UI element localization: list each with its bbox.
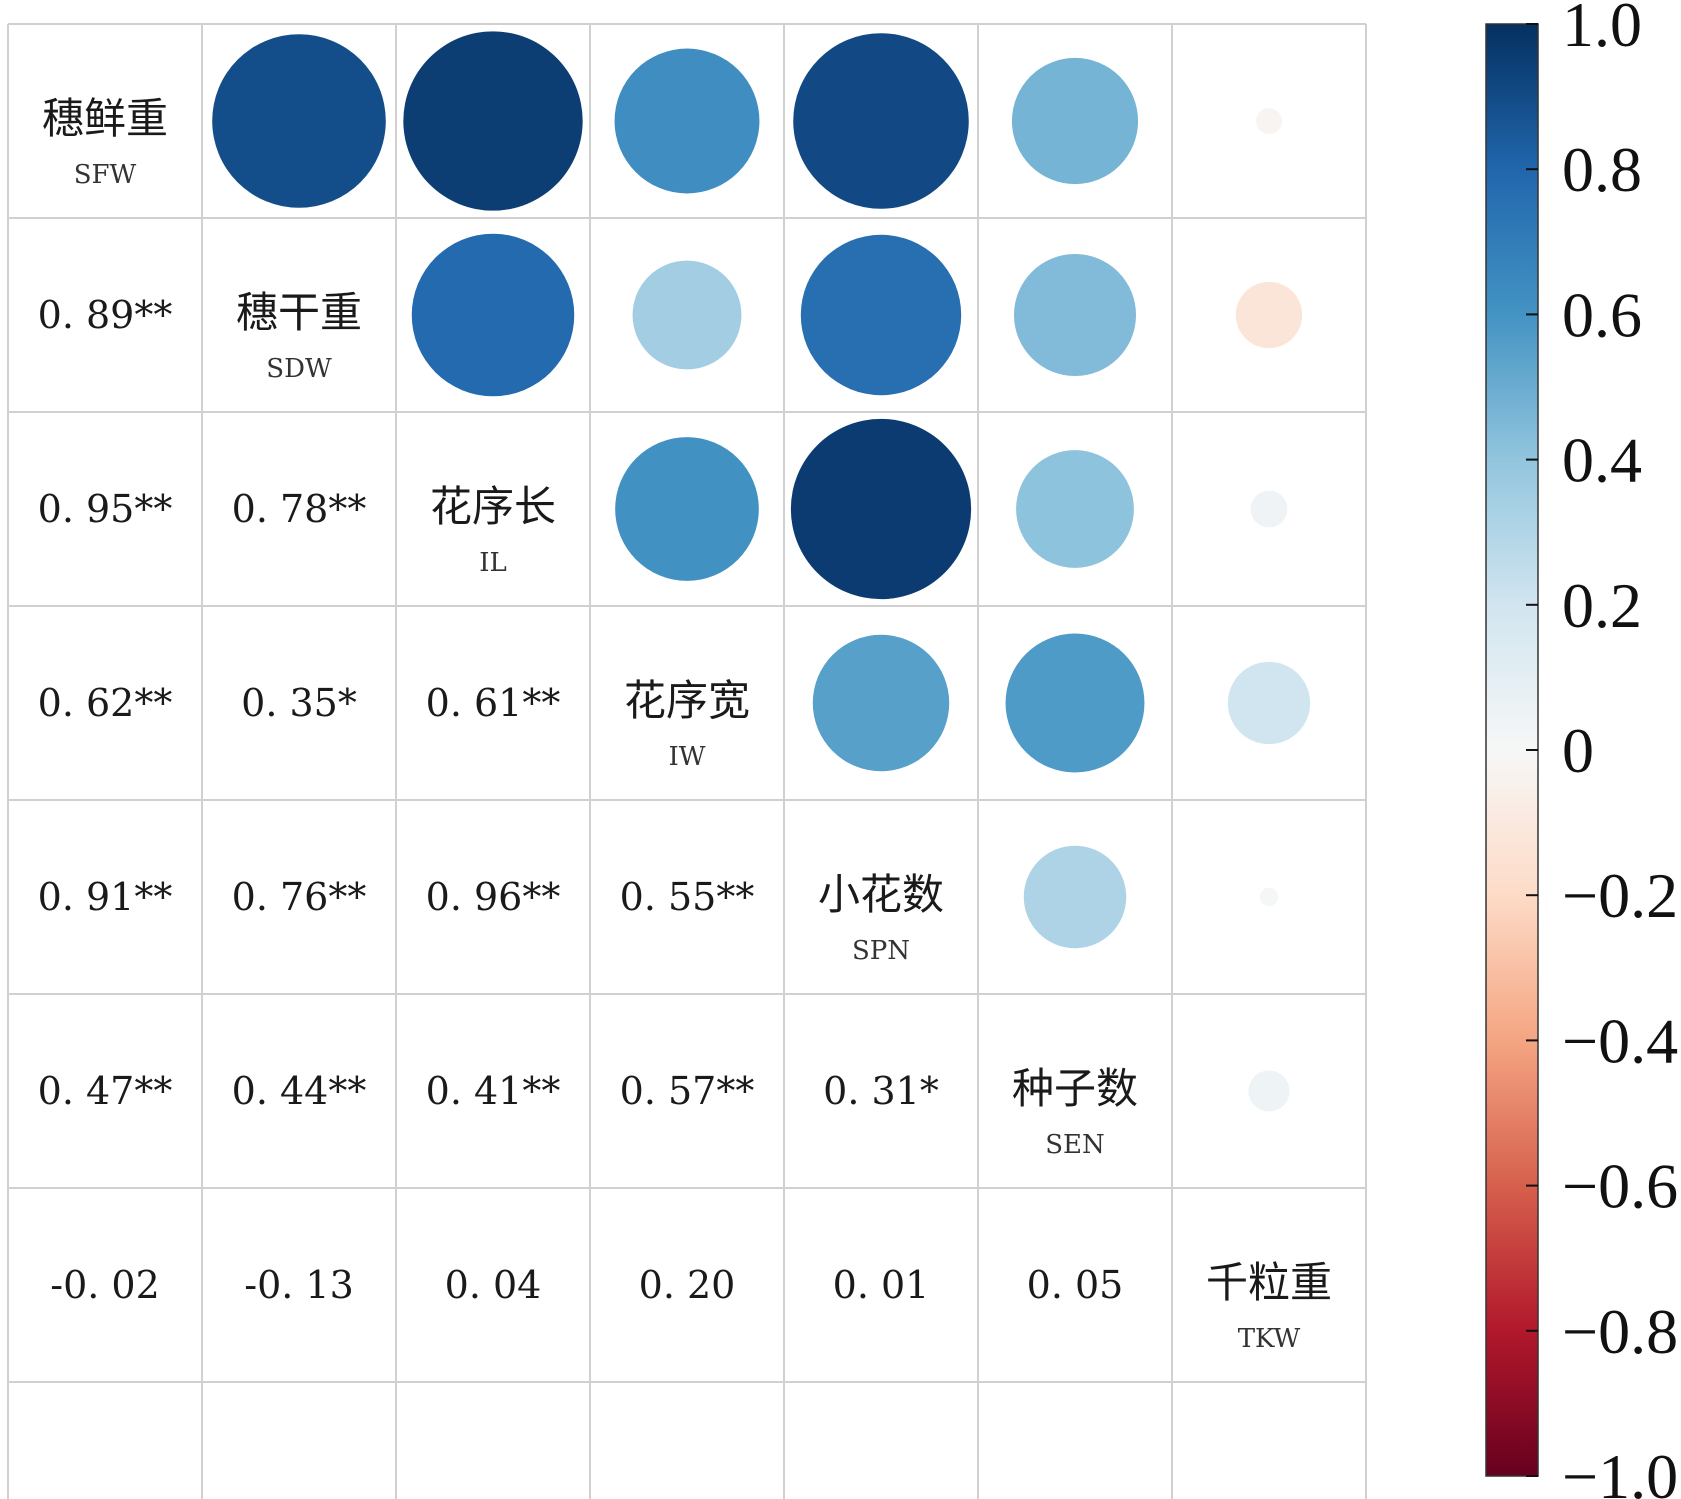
correlation-value-label: 0. 62** <box>38 681 173 725</box>
correlation-circle <box>403 31 583 211</box>
variable-label: 小花数 <box>818 870 944 919</box>
variable-label: 花序宽 <box>624 676 750 725</box>
grid-lines <box>7 23 1367 1499</box>
colorbar-tick-label: 0.2 <box>1562 570 1642 641</box>
correlation-circle <box>212 34 386 208</box>
correlation-value-label: 0. 78** <box>232 487 367 531</box>
correlation-circle <box>1250 490 1288 528</box>
correlation-circle <box>1011 57 1139 185</box>
variable-label: 穗鲜重 <box>42 94 168 143</box>
colorbar-tick-label: −1.0 <box>1562 1441 1678 1499</box>
correlation-circle <box>1248 1070 1290 1112</box>
colorbar-tick-label: −0.6 <box>1562 1151 1678 1222</box>
correlation-circle <box>411 233 575 397</box>
correlation-value-label: 0. 95** <box>38 487 173 531</box>
correlation-value-label: -0. 02 <box>50 1263 160 1307</box>
correlation-value-label: 0. 04 <box>445 1263 542 1307</box>
correlation-circle <box>1255 107 1283 135</box>
variable-label: 种子数 <box>1012 1064 1138 1113</box>
correlation-value-label: 0. 91** <box>38 875 173 919</box>
variable-label: 穗干重 <box>236 288 362 337</box>
variable-label: 千粒重 <box>1206 1258 1332 1307</box>
correlation-value-label: 0. 76** <box>232 875 367 919</box>
correlation-value-label: 0. 01 <box>833 1263 930 1307</box>
correlation-circle <box>793 33 969 209</box>
correlation-circle <box>615 437 759 581</box>
correlation-circle <box>1016 450 1134 568</box>
colorbar-tick-label: 0 <box>1562 715 1594 786</box>
colorbar-tick-label: 0.8 <box>1562 134 1642 205</box>
correlation-circle <box>800 234 962 396</box>
variable-abbr: SFW <box>74 160 137 190</box>
variable-abbr: SPN <box>852 936 910 966</box>
correlation-value-label: 0. 05 <box>1027 1263 1124 1307</box>
colorbar-tick-label: 0.6 <box>1562 279 1642 350</box>
correlation-value-label: 0. 57** <box>620 1069 755 1113</box>
correlation-circle <box>614 48 760 194</box>
correlation-value-label: 0. 89** <box>38 293 173 337</box>
variable-abbr: SEN <box>1045 1130 1105 1160</box>
correlation-value-label: 0. 41** <box>426 1069 561 1113</box>
correlation-value-label: 0. 61** <box>426 681 561 725</box>
correlation-value-label: 0. 44** <box>232 1069 367 1113</box>
correlation-value-label: 0. 35* <box>241 681 357 725</box>
correlation-value-label: 0. 47** <box>38 1069 173 1113</box>
correlation-circle <box>1013 253 1137 377</box>
correlation-value-label: -0. 13 <box>244 1263 354 1307</box>
correlation-circle <box>632 260 742 370</box>
correlation-value-label: 0. 96** <box>426 875 561 919</box>
variable-abbr: TKW <box>1238 1324 1301 1354</box>
variable-label: 花序长 <box>430 482 556 531</box>
colorbar-tick-label: 0.4 <box>1562 425 1642 496</box>
correlation-value-label: 0. 31* <box>823 1069 939 1113</box>
colorbar-tick-label: 1.0 <box>1562 0 1642 60</box>
correlation-value-label: 0. 20 <box>639 1263 736 1307</box>
correlation-circle <box>790 418 972 600</box>
variable-abbr: SDW <box>266 354 332 384</box>
correlation-circle <box>1259 887 1279 907</box>
variable-abbr: IW <box>669 742 706 772</box>
colorbar-tick-label: −0.4 <box>1562 1005 1678 1076</box>
correlation-circle <box>1227 661 1311 745</box>
variable-abbr: IL <box>479 548 507 578</box>
correlation-circle <box>1023 845 1127 949</box>
correlation-circle <box>812 634 950 772</box>
correlation-value-label: 0. 55** <box>620 875 755 919</box>
colorbar-tick-label: −0.8 <box>1562 1296 1678 1367</box>
correlation-circle <box>1235 281 1303 349</box>
correlation-circle <box>1005 633 1145 773</box>
colorbar-tick-label: −0.2 <box>1562 860 1678 931</box>
